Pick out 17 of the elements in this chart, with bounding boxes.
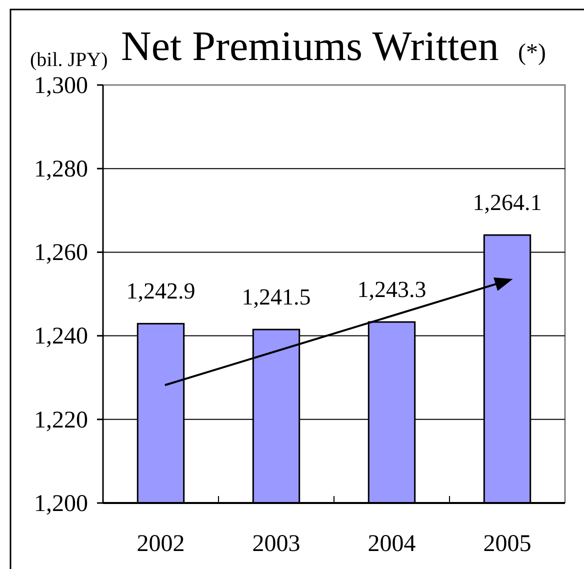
y-tick-label: 1,260 xyxy=(34,240,88,266)
data-label: 1,241.5 xyxy=(242,284,311,310)
data-label: 1,264.1 xyxy=(472,190,542,216)
x-tick-label: 2002 xyxy=(136,531,185,557)
text: (*) xyxy=(518,40,546,66)
y-axis-title: (bil. JPY) xyxy=(30,49,108,71)
chart-title: Net Premiums Written xyxy=(121,24,499,70)
y-tick-label: 1,280 xyxy=(34,156,88,183)
y-tick-label: 1,240 xyxy=(34,324,88,350)
y-tick-label: 1,200 xyxy=(34,490,88,517)
x-tick-label: 2005 xyxy=(483,531,532,557)
y-tick-label: 1,300 xyxy=(34,72,88,99)
data-label: 1,243.3 xyxy=(357,277,426,302)
x-tick-label: 2003 xyxy=(252,531,300,557)
y-tick-label: 1,220 xyxy=(34,407,88,434)
x-tick-label: 2004 xyxy=(368,531,416,557)
data-label: 1,242.9 xyxy=(126,278,196,304)
